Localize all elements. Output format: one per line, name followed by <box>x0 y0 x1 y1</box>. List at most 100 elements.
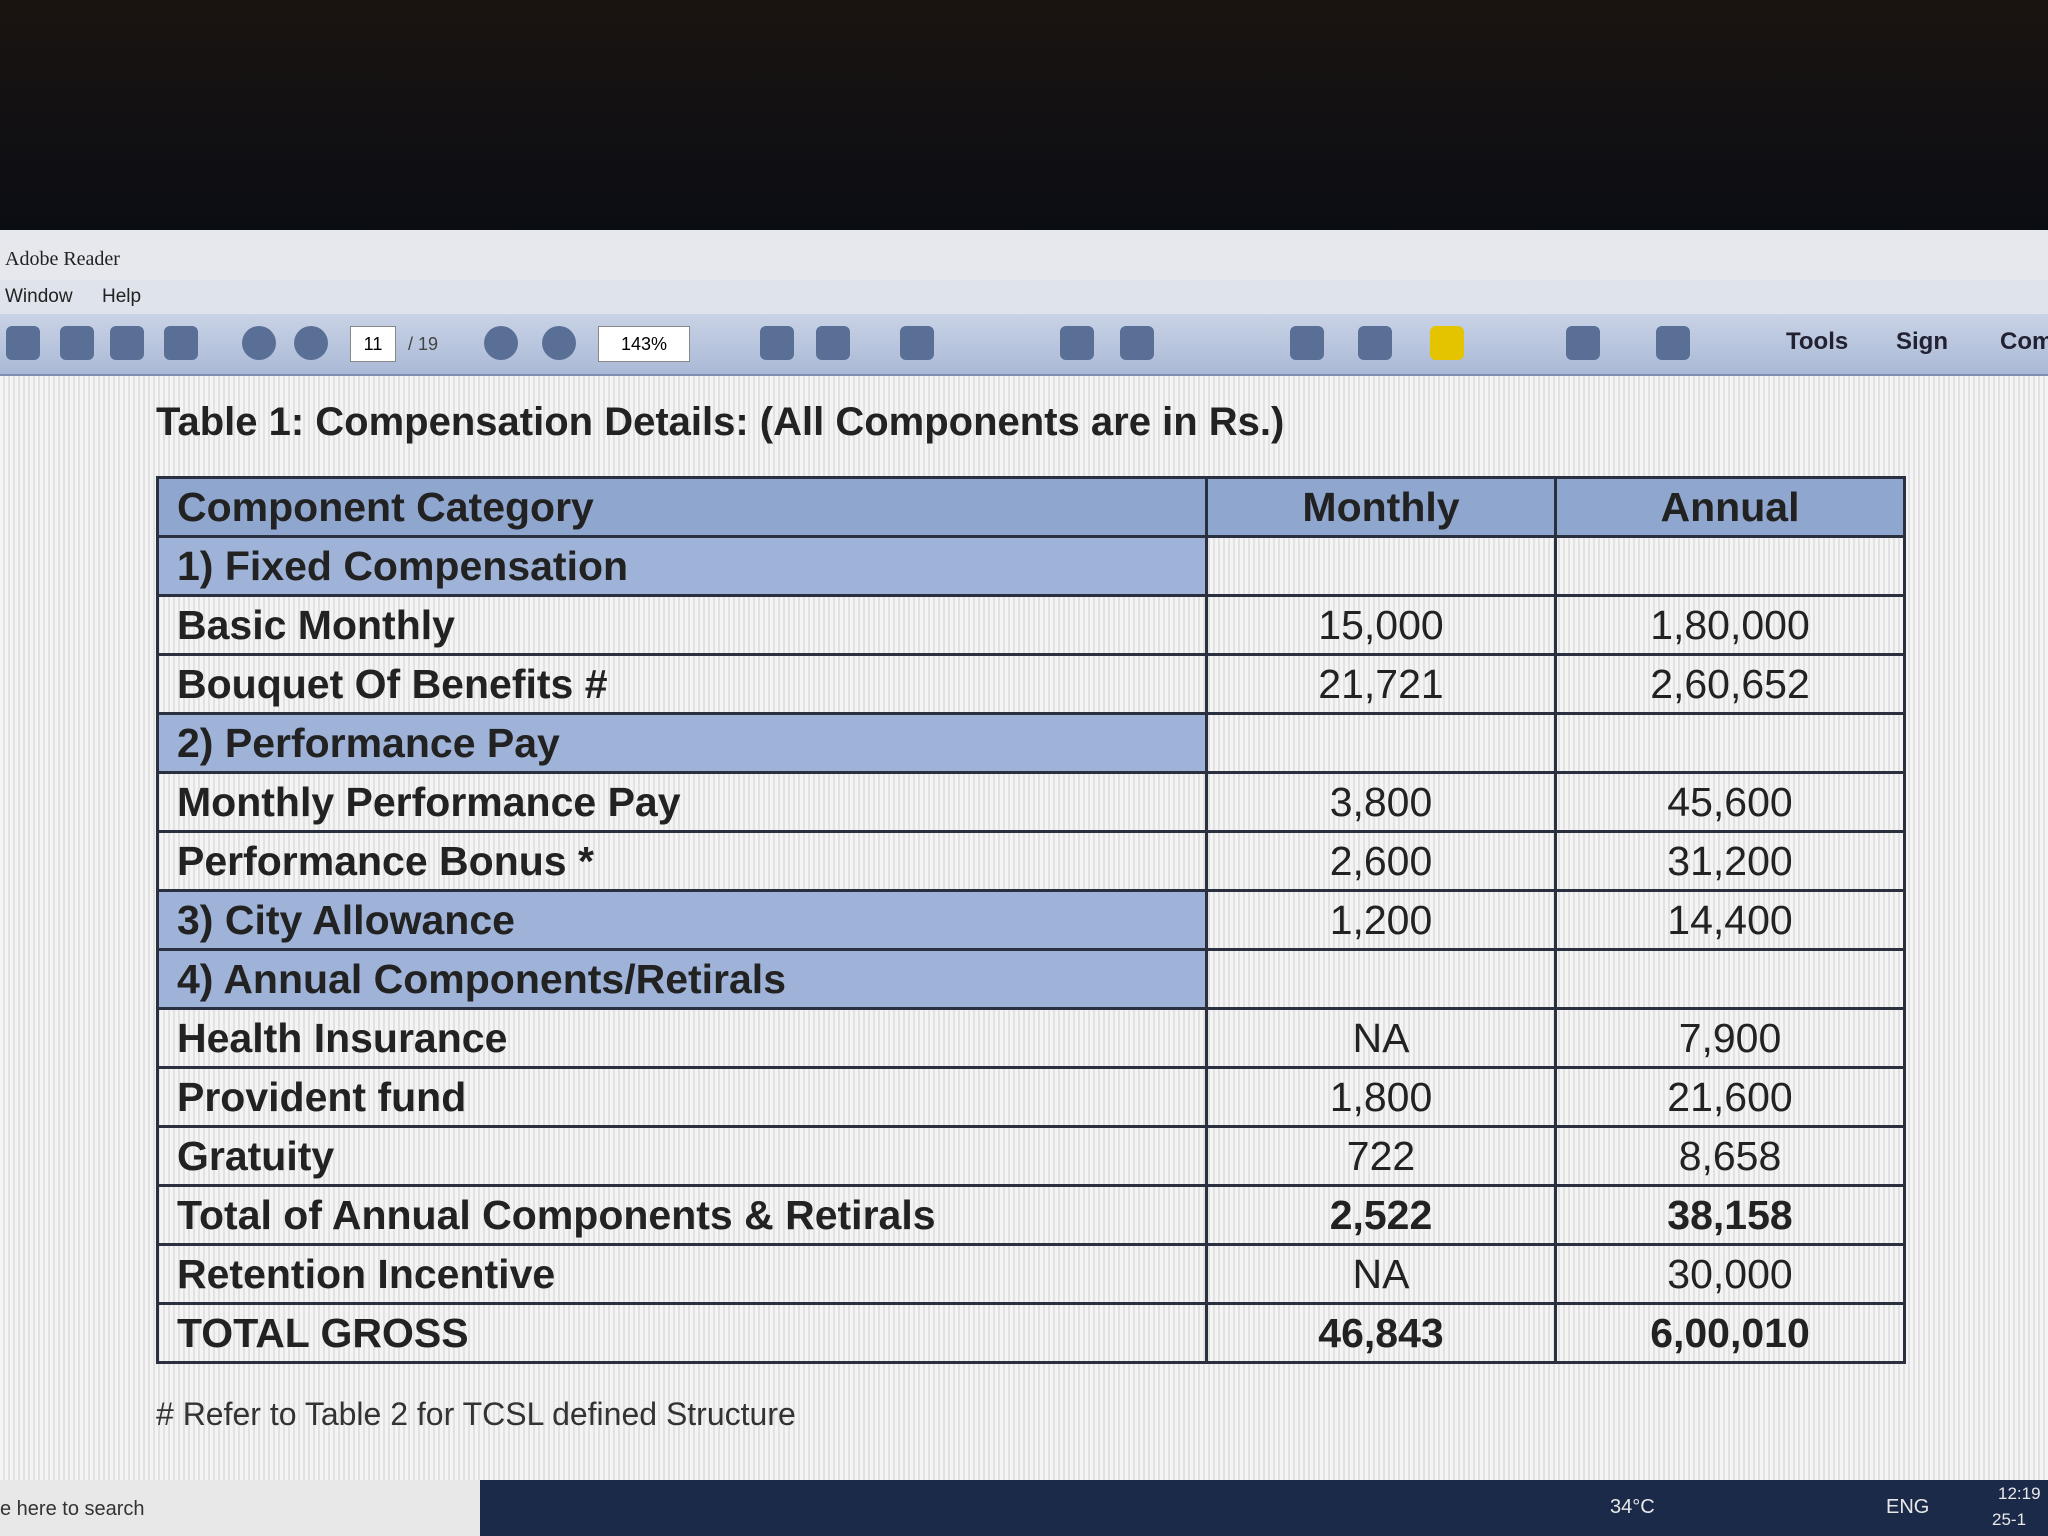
table-cell: 3) City Allowance <box>156 889 1208 951</box>
table-cell <box>1554 712 1906 774</box>
search-box[interactable]: e here to search <box>0 1480 480 1536</box>
app-title: Adobe Reader <box>5 248 120 270</box>
table-cell: 4) Annual Components/Retirals <box>156 948 1208 1010</box>
table-row: Provident fund 1,800 21,600 <box>156 1066 1906 1128</box>
table-cell <box>1205 948 1557 1010</box>
table-cell: 45,600 <box>1554 771 1906 833</box>
table: Component Category Monthly Annual 1) Fixed … <box>156 476 1906 1364</box>
page-input[interactable]: 11 <box>350 326 396 362</box>
table-row: Monthly Performance Pay 3,800 45,600 <box>156 771 1906 833</box>
table-cell: 8,658 <box>1554 1125 1906 1187</box>
table-cell: 31,200 <box>1554 830 1906 892</box>
table-cell: Provident fund <box>156 1066 1208 1128</box>
table-cell: 30,000 <box>1554 1243 1906 1305</box>
table-cell: Basic Monthly <box>156 594 1208 656</box>
icon[interactable] <box>1358 326 1392 360</box>
icon[interactable] <box>110 326 144 360</box>
table-cell: 21,600 <box>1554 1066 1906 1128</box>
language: ENG <box>1886 1496 1930 1518</box>
page-count: / 19 <box>408 334 439 354</box>
table-cell: Monthly Performance Pay <box>156 771 1208 833</box>
search-placeholder: e here to search <box>0 1498 145 1520</box>
icon[interactable] <box>1060 326 1094 360</box>
icon[interactable] <box>242 326 276 360</box>
table-row: Health Insurance NA 7,900 <box>156 1007 1906 1069</box>
table-cell: 3,800 <box>1205 771 1557 833</box>
photo-background <box>0 0 2048 230</box>
icon[interactable] <box>1120 326 1154 360</box>
table-cell: TOTAL GROSS <box>156 1302 1208 1364</box>
toolbar-button[interactable]: Com <box>2000 328 2048 355</box>
icon[interactable] <box>760 326 794 360</box>
table-cell: 2,60,652 <box>1554 653 1906 715</box>
table-row: Total of Annual Components & Retirals 2,5… <box>156 1184 1906 1246</box>
zoom-input[interactable]: 143% <box>598 326 690 362</box>
table-cell <box>1554 948 1906 1010</box>
menu-item[interactable]: Window <box>5 286 73 307</box>
table-cell <box>1554 535 1906 597</box>
table-cell: 2) Performance Pay <box>156 712 1208 774</box>
icon[interactable] <box>484 326 518 360</box>
table-cell: 6,00,010 <box>1554 1302 1906 1364</box>
table-cell: Retention Incentive <box>156 1243 1208 1305</box>
table-cell: 1,800 <box>1205 1066 1557 1128</box>
document-view: Table 1: Compensation Details: (All Comp… <box>0 376 2048 1480</box>
title-bar: Adobe Reader <box>0 230 2048 280</box>
taskbar: e here to search 34°C ENG 12:19 25-1 <box>0 1480 2048 1536</box>
table-row: Basic Monthly 15,000 1,80,000 <box>156 594 1906 656</box>
table-title: Table 1: Compensation Details: (All Comp… <box>156 400 1285 444</box>
table-cell: 46,843 <box>1205 1302 1557 1364</box>
table-cell: 1) Fixed Compensation <box>156 535 1208 597</box>
table-cell: Total of Annual Components & Retirals <box>156 1184 1208 1246</box>
icon[interactable] <box>294 326 328 360</box>
table-row: Bouquet Of Benefits #21,721 2,60,652 <box>156 653 1906 715</box>
weather: 34°C <box>1610 1496 1655 1518</box>
table-cell: 1,80,000 <box>1554 594 1906 656</box>
table-row: 2) Performance Pay <box>156 712 1906 774</box>
icon[interactable] <box>816 326 850 360</box>
table-cell: 15,000 <box>1205 594 1557 656</box>
footnote: # Refer to Table 2 for TCSL defined Stru… <box>156 1396 796 1432</box>
menu-item[interactable]: Help <box>102 286 142 307</box>
icon[interactable] <box>542 326 576 360</box>
table-cell: 14,400 <box>1554 889 1906 951</box>
toolbar-button[interactable]: Sign <box>1896 328 1948 355</box>
toolbar-button[interactable]: Tools <box>1786 328 1849 355</box>
icon[interactable] <box>6 326 40 360</box>
table-cell: Bouquet Of Benefits # <box>156 653 1208 715</box>
icon[interactable] <box>1656 326 1690 360</box>
icon[interactable] <box>164 326 198 360</box>
table-row: 1) Fixed Compensation <box>156 535 1906 597</box>
table-cell: 2,522 <box>1205 1184 1557 1246</box>
table-row: Gratuity 722 8,658 <box>156 1125 1906 1187</box>
table-row: Retention Incentive NA 30,000 <box>156 1243 1906 1305</box>
icon[interactable] <box>1566 326 1600 360</box>
table-row: 4) Annual Components/Retirals <box>156 948 1906 1010</box>
menu-bar: Window Help <box>0 280 2048 314</box>
table-cell: 38,158 <box>1554 1184 1906 1246</box>
icon[interactable] <box>1290 326 1324 360</box>
table-cell: Performance Bonus * <box>156 830 1208 892</box>
table-row: TOTAL GROSS 46,843 6,00,010 <box>156 1302 1906 1364</box>
table-row: 3) City Allowance 1,200 14,400 <box>156 889 1906 951</box>
clock-time: 12:19 <box>1998 1484 2041 1503</box>
header-cell: Annual <box>1554 476 1906 538</box>
table-cell: NA <box>1205 1243 1557 1305</box>
clock-date: 25-1 <box>1992 1510 2027 1529</box>
table-cell: 7,900 <box>1554 1007 1906 1069</box>
table-cell <box>1205 712 1557 774</box>
table-cell: 2,600 <box>1205 830 1557 892</box>
table-cell <box>1205 535 1557 597</box>
icon[interactable] <box>900 326 934 360</box>
table-cell: NA <box>1205 1007 1557 1069</box>
icon[interactable] <box>60 326 94 360</box>
table-cell: 1,200 <box>1205 889 1557 951</box>
header-cell: Monthly <box>1205 476 1557 538</box>
table-cell: 21,721 <box>1205 653 1557 715</box>
icon[interactable] <box>1430 326 1464 360</box>
table-cell: 722 <box>1205 1125 1557 1187</box>
table-cell: Gratuity <box>156 1125 1208 1187</box>
toolbar: 11 / 19 143% Tools Sign Com <box>0 314 2048 376</box>
header-cell: Component Category <box>156 476 1208 538</box>
